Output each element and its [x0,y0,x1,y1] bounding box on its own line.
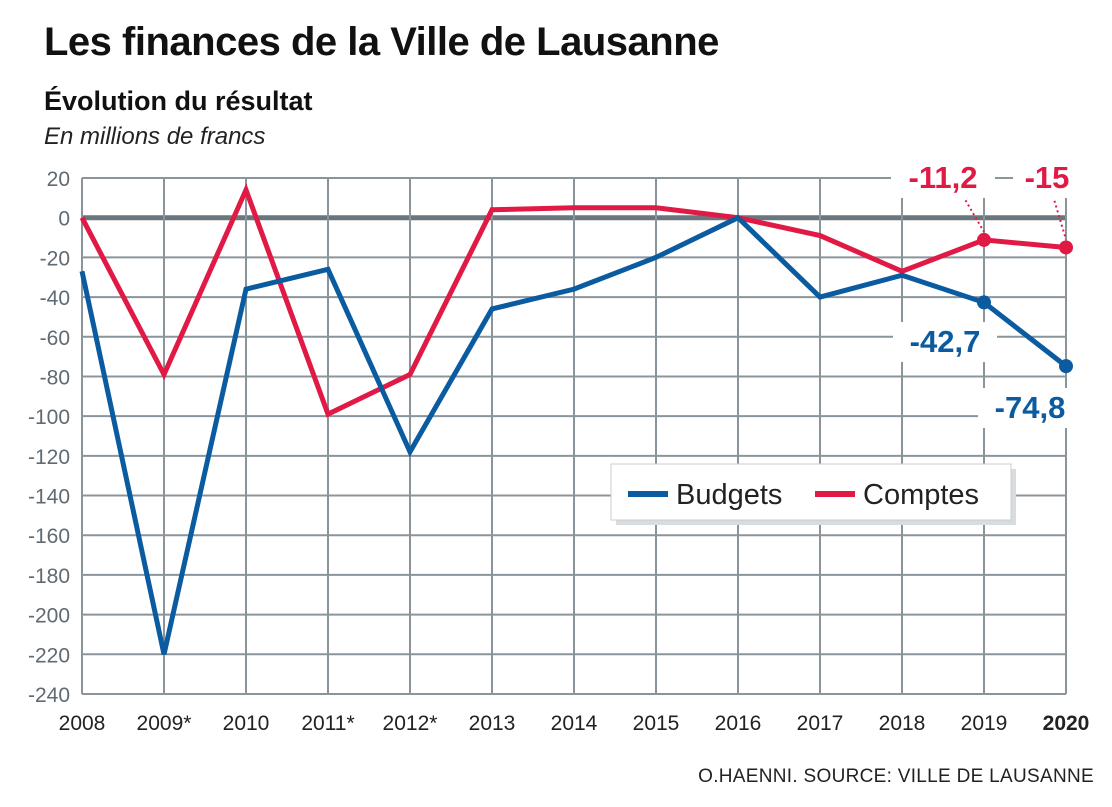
y-tick-label: 20 [47,168,70,191]
y-tick-label: -60 [40,327,70,350]
annotation-label: -74,8 [995,390,1066,425]
data-point-budgets [1059,359,1073,374]
y-tick-label: -160 [28,525,70,548]
data-point-budgets [977,295,991,310]
y-tick-label: -240 [28,684,70,707]
y-tick-label: -100 [28,406,70,429]
x-tick-label: 2016 [715,712,762,735]
x-tick-label: 2018 [879,712,926,735]
annotation-bg [1013,158,1081,198]
y-tick-label: -40 [40,287,70,310]
annotation-bg [978,388,1082,428]
y-tick-label: -200 [28,605,70,628]
x-tick-label: 2012* [383,712,438,735]
chart-title: Les finances de la Ville de Lausanne [44,20,719,64]
y-tick-label: -80 [40,366,70,389]
x-tick-label: 2015 [633,712,680,735]
y-tick-label: -220 [28,644,70,667]
series-line-comptes [79,183,1067,418]
data-point-comptes [1059,240,1073,255]
data-point-comptes [977,232,991,247]
y-tick-label: -120 [28,446,70,469]
y-tick-label: -140 [28,486,70,509]
legend-label-budgets: Budgets [676,479,782,511]
annotation-bg [891,158,995,198]
x-tick-label: 2017 [797,712,844,735]
y-tick-label: -20 [40,247,70,270]
annotation-label: -11,2 [909,160,978,195]
x-tick-label: 2019 [961,712,1008,735]
annotation-label: -15 [1025,160,1070,195]
x-tick-label: 2020 [1043,712,1090,735]
annotation-leader [962,195,985,233]
legend-label-comptes: Comptes [863,479,979,511]
x-tick-label: 2008 [59,712,106,735]
x-tick-label: 2011* [301,712,354,735]
x-tick-label: 2014 [551,712,598,735]
series-line-budgets [79,214,1068,655]
chart-subtitle: Évolution du résultat [44,86,313,116]
legend-box [610,463,1012,521]
x-tick-label: 2013 [469,712,516,735]
x-tick-label: 2010 [223,712,270,735]
x-tick-label: 2009* [137,712,192,735]
annotation-label: -42,7 [910,324,981,359]
source-credit: O.HAENNI. SOURCE: VILLE DE LAUSANNE [698,766,1094,787]
y-axis-label: En millions de francs [44,123,266,150]
annotation-bg [893,322,997,362]
y-tick-label: -180 [28,565,70,588]
y-tick-label: 0 [58,208,70,231]
